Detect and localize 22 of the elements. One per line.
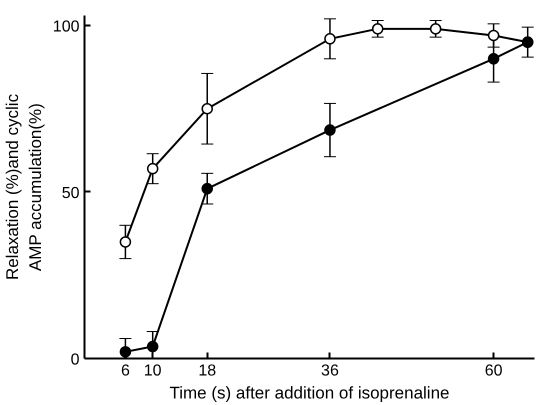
point	[146, 340, 158, 352]
x-tick-label: 60	[484, 362, 503, 380]
x-tick-label: 36	[321, 362, 339, 380]
point	[372, 23, 384, 35]
point	[120, 236, 132, 248]
y-tick-label: 100	[52, 18, 80, 36]
point	[488, 53, 500, 65]
point	[324, 124, 336, 136]
y-tick-label: 50	[62, 184, 80, 202]
point	[324, 33, 336, 45]
point	[201, 103, 213, 114]
point	[120, 346, 132, 358]
x-axis-title: Time (s) after addition of isoprenaline	[170, 384, 450, 402]
x-tick-label: 10	[144, 362, 162, 380]
y-tick-label: 0	[70, 352, 80, 368]
point	[146, 162, 158, 174]
point	[201, 182, 213, 194]
point	[488, 30, 500, 42]
x-tick-label: 18	[198, 362, 216, 380]
x-tick-label: 6	[120, 362, 130, 380]
point	[430, 23, 442, 35]
y-axis-title: Relaxation (%)and cyclic AMP accumulation(%)	[3, 93, 45, 280]
